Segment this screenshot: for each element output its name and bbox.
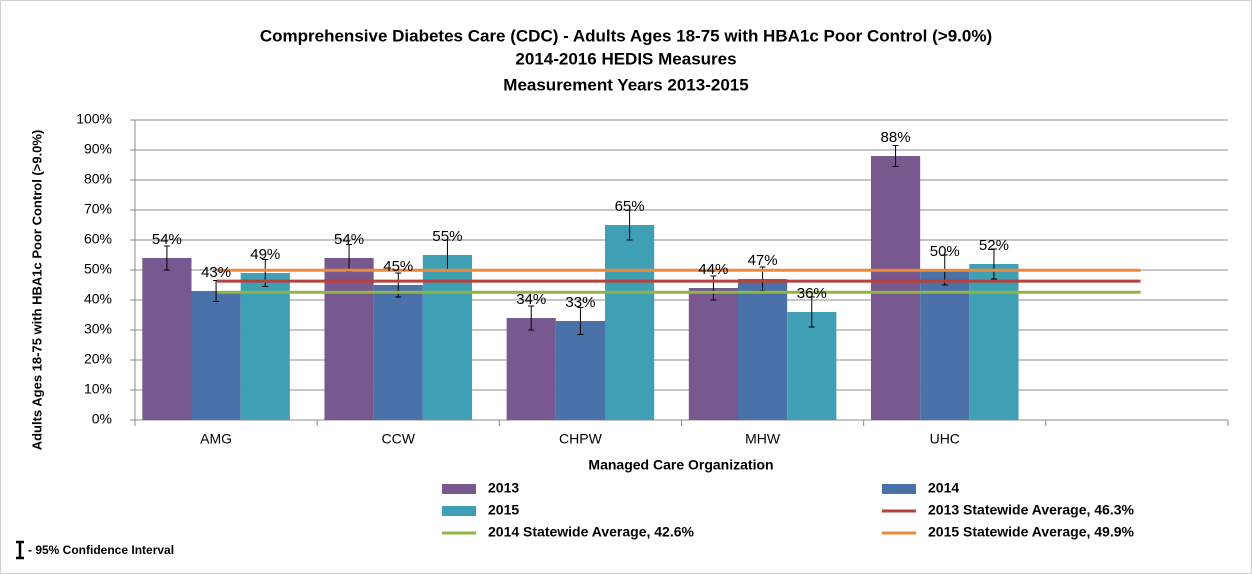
data-label: 36% (797, 285, 827, 302)
chart-title: 2014-2016 HEDIS Measures (515, 49, 736, 68)
y-tick-label: 50% (84, 261, 112, 277)
bar (191, 291, 241, 420)
bar (240, 273, 290, 420)
error-icon (16, 540, 24, 560)
legend-swatch (442, 484, 476, 494)
bar (920, 270, 970, 420)
data-label: 50% (930, 243, 960, 260)
data-label: 33% (565, 294, 595, 311)
x-tick-label: AMG (200, 431, 232, 447)
error-bar (990, 248, 997, 280)
bar (373, 285, 423, 420)
y-tick-label: 100% (76, 111, 112, 127)
x-tick-label: CHPW (559, 431, 603, 447)
x-axis-label: Managed Care Organization (588, 457, 773, 473)
legend-label: 2013 (488, 480, 519, 496)
data-label: 55% (432, 228, 462, 245)
y-tick-label: 90% (84, 141, 112, 157)
bar (688, 288, 738, 420)
bar (969, 264, 1019, 420)
error-bar (577, 307, 584, 335)
y-tick-label: 10% (84, 381, 112, 397)
legend-label: 2013 Statewide Average, 46.3% (928, 502, 1135, 518)
y-tick-label: 70% (84, 201, 112, 217)
chart-title: Measurement Years 2013-2015 (503, 75, 748, 94)
bar (142, 258, 192, 420)
data-label: 45% (383, 258, 413, 275)
data-label: 54% (152, 231, 182, 248)
chart-title: Comprehensive Diabetes Care (CDC) - Adul… (260, 26, 992, 45)
error-bar (892, 145, 899, 167)
y-tick-label: 40% (84, 291, 112, 307)
y-axis-label: Adults Ages 18-75 with HBA1c Poor Contro… (29, 130, 44, 451)
error-note: - 95% Confidence Interval (16, 540, 174, 560)
data-label: 65% (615, 198, 645, 215)
legend-swatch (442, 506, 476, 516)
y-tick-label: 80% (84, 171, 112, 187)
bar (506, 318, 556, 420)
x-tick-label: UHC (930, 431, 960, 447)
data-label: 43% (201, 264, 231, 281)
bar (737, 279, 788, 420)
y-tick-label: 0% (92, 411, 112, 427)
data-label: 49% (250, 246, 280, 263)
x-tick-label: MHW (745, 431, 781, 447)
data-label: 54% (334, 231, 364, 248)
data-label: 44% (698, 261, 728, 278)
bar (605, 225, 655, 420)
error-bar (808, 296, 815, 328)
legend-label: 2014 Statewide Average, 42.6% (488, 524, 695, 540)
error-bar (163, 245, 170, 271)
data-label: 34% (516, 291, 546, 308)
bar (870, 156, 921, 420)
legend-label: 2015 Statewide Average, 49.9% (928, 524, 1135, 540)
y-tick-label: 20% (84, 351, 112, 367)
error-bar (626, 209, 633, 241)
bar (324, 258, 374, 420)
bar (787, 312, 837, 420)
legend-label: 2014 (928, 480, 959, 496)
data-label: 47% (748, 252, 778, 269)
legend-swatch (882, 484, 916, 494)
x-tick-label: CCW (382, 431, 416, 447)
y-tick-label: 30% (84, 321, 112, 337)
y-tick-label: 60% (84, 231, 112, 247)
bar (555, 321, 606, 420)
error-bar (528, 305, 535, 331)
legend-label: 2015 (488, 502, 519, 518)
data-label: 52% (979, 237, 1009, 254)
error-note-text: - 95% Confidence Interval (28, 543, 174, 557)
data-label: 88% (881, 129, 911, 146)
